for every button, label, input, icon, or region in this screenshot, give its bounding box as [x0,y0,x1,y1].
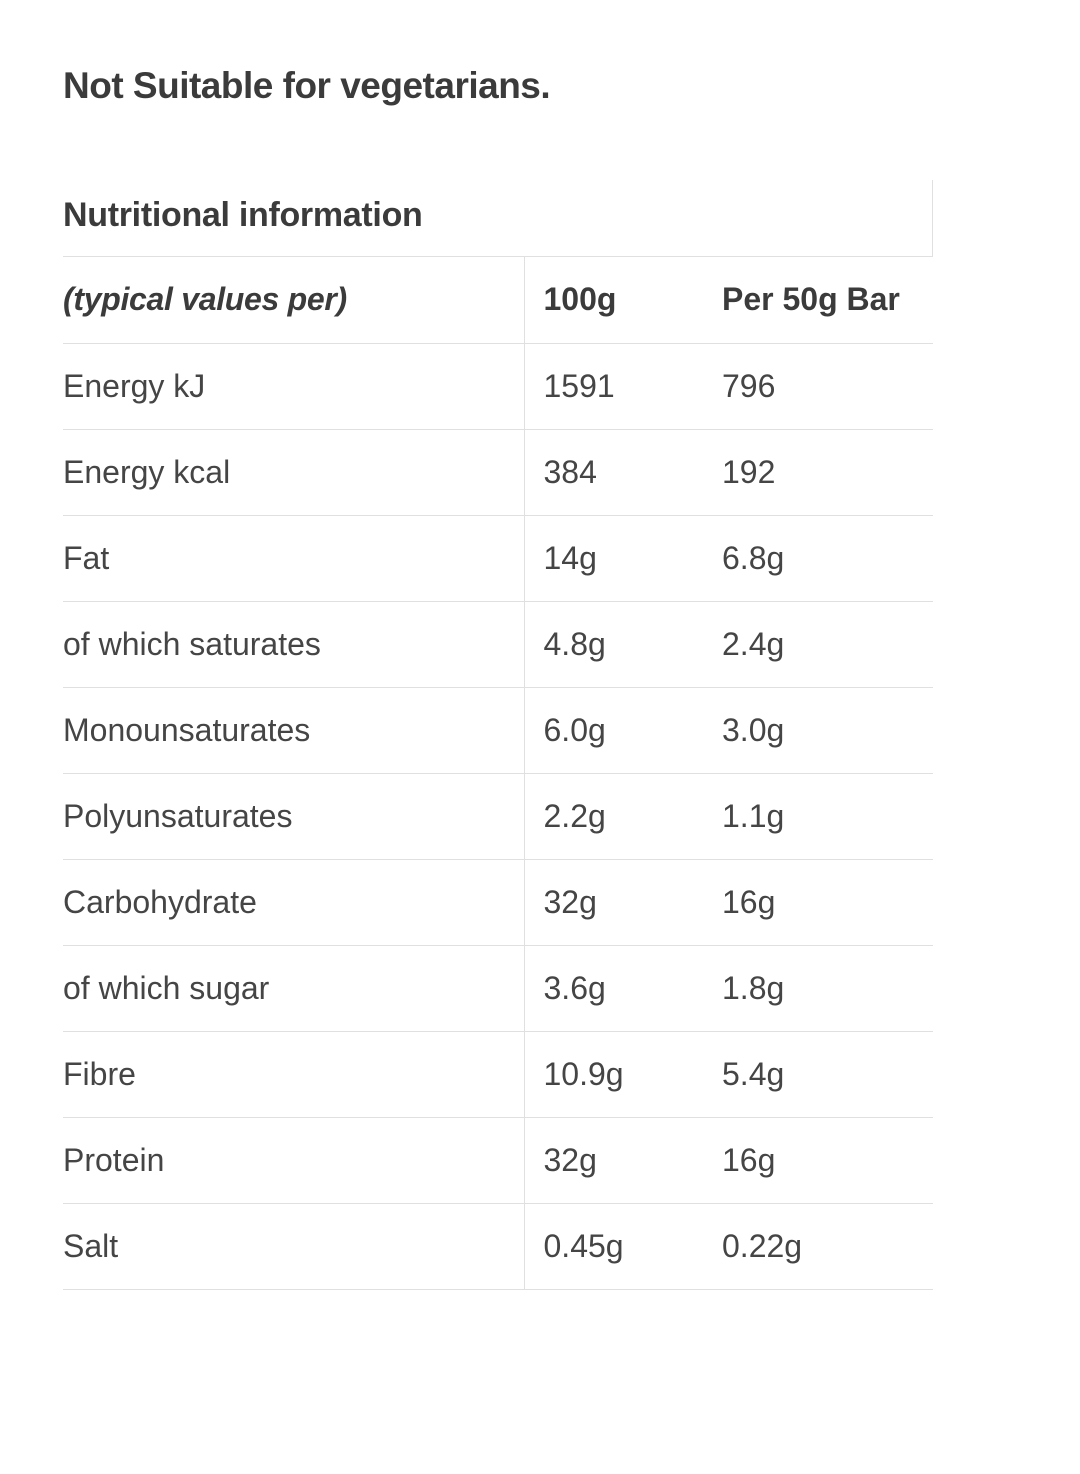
nutrient-row: Energy kJ 1591 796 [63,343,933,429]
nutrient-label: Monounsaturates [63,687,525,773]
nutrient-value-per-100g: 3.6g [543,969,606,1006]
nutrient-value-per-50g-bar: 0.22g [722,1227,803,1264]
nutrient-value-per-100g: 2.2g [543,797,606,834]
nutrition-table: (typical values per) 100g Per 50g Bar En… [63,257,933,1290]
nutrient-label: of which sugar [63,945,525,1031]
nutrient-value-per-100g: 384 [543,453,597,490]
header-typical-values: (typical values per) [63,257,525,343]
nutrient-value-per-100g: 32g [543,883,597,920]
nutrient-label: of which saturates [63,601,525,687]
nutrient-label: Fat [63,515,525,601]
nutrient-label: Salt [63,1203,525,1289]
nutrient-row: Fibre 10.9g 5.4g [63,1031,933,1117]
nutrition-section-header: Nutritional information [63,180,933,257]
nutrient-row: Energy kcal 384 192 [63,429,933,515]
nutrient-value-per-50g-bar: 1.1g [722,797,785,834]
nutrient-value-per-50g-bar: 3.0g [722,711,785,748]
nutrient-label: Energy kJ [63,343,525,429]
nutrition-table-head: (typical values per) 100g Per 50g Bar [63,257,933,343]
page-root: { "notice": { "text": "Not Suitable for … [0,64,1080,1474]
nutrient-value-per-50g-bar: 796 [722,367,776,404]
nutrient-value-per-100g: 1591 [543,367,615,404]
nutrient-row: Fat 14g 6.8g [63,515,933,601]
nutrient-label: Energy kcal [63,429,525,515]
nutrient-label: Protein [63,1117,525,1203]
nutrient-row: Monounsaturates 6.0g 3.0g [63,687,933,773]
nutrition-table-body: Energy kJ 1591 796 Energy kcal 384 192 F… [63,343,933,1289]
nutrition-section-title: Nutritional information [63,195,423,234]
nutrient-label: Fibre [63,1031,525,1117]
nutrient-value-per-50g-bar: 2.4g [722,625,785,662]
nutrient-row: Polyunsaturates 2.2g 1.1g [63,773,933,859]
nutrient-value-per-50g-bar: 6.8g [722,539,785,576]
nutrient-value-per-100g: 10.9g [543,1055,624,1092]
nutrient-value-per-50g-bar: 5.4g [722,1055,785,1092]
nutrient-value-per-100g: 4.8g [543,625,606,662]
nutrient-label: Carbohydrate [63,859,525,945]
nutrient-value-per-50g-bar: 16g [722,883,776,920]
header-per-100g: 100g [543,281,617,318]
nutrient-value-per-100g: 14g [543,539,597,576]
nutrient-value-per-50g-bar: 16g [722,1141,776,1178]
nutrient-row: of which sugar 3.6g 1.8g [63,945,933,1031]
header-per-50g-bar: Per 50g Bar [722,281,900,318]
nutrition-header-row: (typical values per) 100g Per 50g Bar [63,257,933,343]
nutrient-row: of which saturates 4.8g 2.4g [63,601,933,687]
nutrient-row: Salt 0.45g 0.22g [63,1203,933,1289]
nutrient-row: Protein 32g 16g [63,1117,933,1203]
nutrient-row: Carbohydrate 32g 16g [63,859,933,945]
suitability-note: Not Suitable for vegetarians. [63,65,551,106]
nutrient-value-per-50g-bar: 192 [722,453,776,490]
nutrient-label: Polyunsaturates [63,773,525,859]
nutrient-value-per-100g: 0.45g [543,1227,624,1264]
nutrient-value-per-100g: 32g [543,1141,597,1178]
nutrient-value-per-50g-bar: 1.8g [722,969,785,1006]
nutrient-value-per-100g: 6.0g [543,711,606,748]
